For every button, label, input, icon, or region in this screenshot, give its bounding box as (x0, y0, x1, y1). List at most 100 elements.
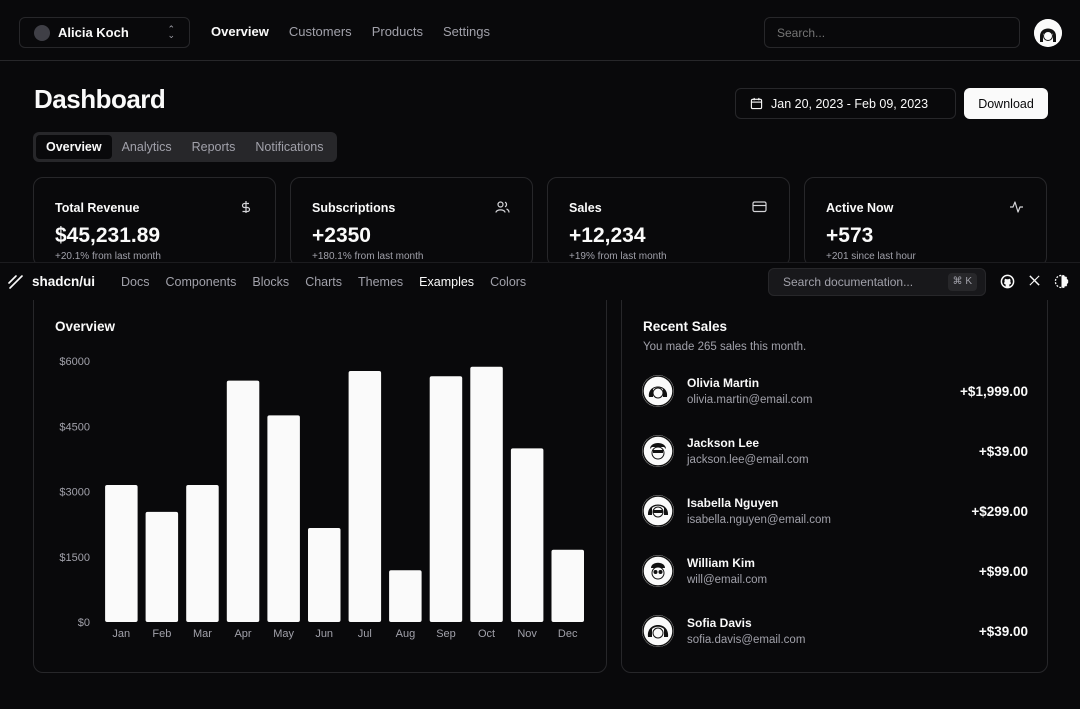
team-switcher[interactable]: Alicia Koch ⌃ ⌄ (19, 17, 190, 48)
recent-sales-description: You made 265 sales this month. (643, 341, 807, 353)
avatar-illustration-icon (642, 555, 674, 587)
bar-mar[interactable] (186, 485, 219, 622)
team-avatar (34, 24, 50, 41)
dashboard-tabs: Overview Analytics Reports Notifications (33, 132, 337, 162)
calendar-icon (750, 97, 763, 110)
customer-avatar (642, 555, 674, 587)
bar-feb[interactable] (145, 511, 179, 622)
x-tick-label: Feb (152, 628, 171, 640)
sale-amount: +$1,999.00 (960, 384, 1028, 399)
customer-avatar (642, 375, 674, 407)
bar-jun[interactable] (308, 528, 341, 622)
stat-card-total-revenue: Total Revenue $45,231.89 +20.1% from las… (33, 177, 276, 267)
bar-jul[interactable] (348, 371, 382, 622)
stat-title: Subscriptions (312, 201, 396, 215)
search-input[interactable] (764, 17, 1020, 48)
sale-row: Isabella Nguyen isabella.nguyen@email.co… (642, 495, 1028, 529)
stat-title: Total Revenue (55, 201, 140, 215)
x-tick-label: Oct (478, 628, 495, 640)
docs-link-examples[interactable]: Examples (419, 275, 475, 289)
customer-email: isabella.nguyen@email.com (687, 514, 831, 526)
tab-notifications[interactable]: Notifications (255, 140, 324, 154)
nav-item-overview[interactable]: Overview (211, 24, 269, 39)
customer-name: Jackson Lee (687, 436, 760, 450)
page-title: Dashboard (34, 84, 166, 114)
date-range-picker[interactable]: Jan 20, 2023 - Feb 09, 2023 (735, 88, 956, 119)
stat-card-subscriptions: Subscriptions +2350 +180.1% from last mo… (290, 177, 533, 267)
recent-sales-card: Recent Sales You made 265 sales this mon… (621, 290, 1048, 673)
user-avatar[interactable] (1034, 19, 1062, 47)
overview-title: Overview (55, 319, 116, 334)
bar-dec[interactable] (551, 549, 585, 622)
docs-link-docs[interactable]: Docs (121, 275, 150, 289)
nav-item-customers[interactable]: Customers (288, 24, 352, 39)
tab-overview[interactable]: Overview (36, 135, 112, 159)
download-button[interactable]: Download (964, 88, 1048, 119)
github-icon[interactable] (1000, 274, 1015, 289)
x-tick-label: Aug (396, 628, 416, 640)
sale-row: William Kim will@email.com +$99.00 (642, 555, 1028, 589)
customer-name: Olivia Martin (687, 376, 760, 390)
keyboard-shortcut-badge: ⌘ K (947, 273, 977, 291)
x-tick-label: Apr (234, 628, 251, 640)
stat-value: $45,231.89 (55, 224, 161, 247)
nav-item-settings[interactable]: Settings (443, 24, 490, 39)
bar-jan[interactable] (105, 485, 138, 622)
bar-oct[interactable] (470, 366, 503, 622)
stat-card-active-now: Active Now +573 +201 since last hour (804, 177, 1047, 267)
stat-change: +201 since last hour (826, 251, 916, 262)
avatar-illustration-icon (642, 435, 674, 467)
y-tick-label: $6000 (59, 356, 90, 368)
sale-amount: +$39.00 (978, 624, 1028, 639)
overview-bar-chart: $0 $1500 $3000 $4500 $6000 Jan Feb Mar Apr May Jun… (59, 356, 585, 640)
nav-item-products[interactable]: Products (371, 24, 423, 39)
sale-amount: +$299.00 (971, 504, 1028, 519)
avatar-illustration-icon (642, 375, 674, 407)
stat-value: +573 (826, 224, 874, 247)
y-tick-label: $1500 (59, 552, 90, 564)
tab-analytics[interactable]: Analytics (121, 140, 172, 154)
tab-reports[interactable]: Reports (191, 140, 236, 154)
y-tick-label: $4500 (59, 421, 90, 433)
sale-amount: +$99.00 (978, 564, 1028, 579)
x-tick-label: Jan (112, 628, 130, 640)
bar-sep[interactable] (429, 376, 463, 622)
customer-avatar (642, 495, 674, 527)
customer-avatar (642, 615, 674, 647)
stat-change: +20.1% from last month (55, 251, 161, 262)
activity-icon (1010, 201, 1023, 213)
customer-name: Sofia Davis (687, 616, 752, 630)
sale-amount: +$39.00 (978, 444, 1028, 459)
docs-search-placeholder: Search documentation... (783, 275, 914, 289)
team-name: Alicia Koch (58, 25, 129, 40)
docs-link-components[interactable]: Components (165, 275, 237, 289)
overview-card: $0 $1500 $3000 $4500 $6000 Jan Feb Mar Apr May Jun… (33, 290, 607, 673)
stat-value: +2350 (312, 224, 371, 247)
x-tick-label: May (273, 628, 294, 640)
docs-link-colors[interactable]: Colors (490, 275, 527, 289)
avatar-illustration-icon (642, 495, 674, 527)
bar-may[interactable] (267, 415, 300, 622)
dollar-icon (241, 201, 251, 213)
docs-navbar: shadcn/ui Docs Components Blocks Charts … (0, 262, 1080, 300)
docs-site-name[interactable]: shadcn/ui (32, 274, 96, 289)
avatar-illustration-icon (1034, 19, 1062, 47)
docs-search-input[interactable]: Search documentation... ⌘ K (768, 268, 986, 296)
credit-card-icon (752, 201, 767, 213)
shadcn-logo-icon (8, 275, 23, 289)
docs-link-charts[interactable]: Charts (305, 275, 343, 289)
x-icon[interactable] (1028, 274, 1041, 287)
docs-link-blocks[interactable]: Blocks (252, 275, 290, 289)
bar-aug[interactable] (389, 570, 422, 622)
sale-row: Jackson Lee jackson.lee@email.com +$39.0… (642, 435, 1028, 469)
customer-avatar (642, 435, 674, 467)
customer-name: William Kim (687, 556, 755, 570)
docs-link-themes[interactable]: Themes (358, 275, 404, 289)
stat-title: Sales (569, 201, 602, 215)
bar-apr[interactable] (226, 380, 260, 622)
customer-email: olivia.martin@email.com (687, 394, 813, 406)
theme-toggle-icon[interactable] (1054, 274, 1069, 289)
bar-nov[interactable] (510, 448, 544, 622)
avatar-illustration-icon (642, 615, 674, 647)
